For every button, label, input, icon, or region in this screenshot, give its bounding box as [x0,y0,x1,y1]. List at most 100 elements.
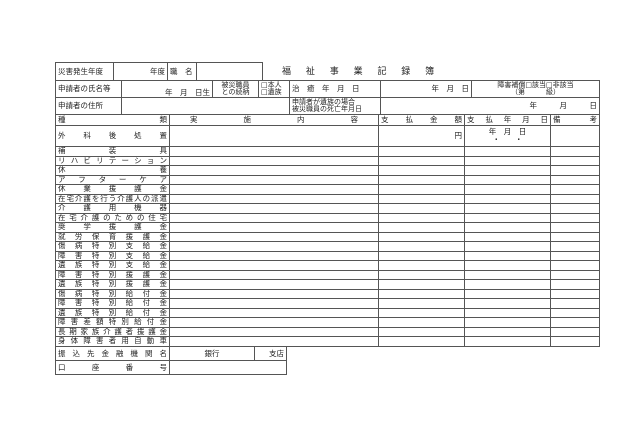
content-cell[interactable] [169,231,379,242]
job-field[interactable] [196,62,263,81]
content-cell[interactable] [169,146,379,157]
date-cell[interactable] [464,203,551,214]
table-row: 在宅介護を行う介護人の派遣 [55,193,600,204]
bank-field[interactable]: 銀行 [169,346,255,361]
cure-date-field[interactable]: 年 月 日 [380,80,472,98]
date-cell[interactable] [464,298,551,309]
notes-cell[interactable] [550,125,600,147]
content-cell[interactable] [169,203,379,214]
notes-cell[interactable] [550,174,600,185]
address-field[interactable] [121,97,290,115]
date-cell[interactable] [464,165,551,176]
content-cell[interactable] [169,307,379,318]
notes-cell[interactable] [550,326,600,337]
content-cell[interactable] [169,222,379,233]
amount-cell[interactable] [378,222,465,233]
notes-cell[interactable] [550,336,600,347]
notes-cell[interactable] [550,212,600,223]
content-cell[interactable] [169,317,379,328]
amount-cell[interactable] [378,250,465,261]
amount-cell[interactable] [378,231,465,242]
amount-cell[interactable] [378,174,465,185]
notes-cell[interactable] [550,165,600,176]
date-cell[interactable] [464,317,551,328]
family-checkbox[interactable]: □遺族 [261,88,282,96]
content-cell[interactable] [169,174,379,185]
date-cell[interactable] [464,222,551,233]
content-cell[interactable] [169,279,379,290]
date-cell[interactable] [464,241,551,252]
date-cell[interactable] [464,260,551,271]
date-cell[interactable] [464,269,551,280]
date-cell[interactable] [464,212,551,223]
content-cell[interactable] [169,326,379,337]
death-date-field[interactable]: 年 月 日 [380,97,600,115]
branch-field[interactable]: 支店 [254,346,287,361]
notes-cell[interactable] [550,260,600,271]
date-cell[interactable] [464,250,551,261]
notes-cell[interactable] [550,317,600,328]
amount-cell[interactable] [378,155,465,166]
notes-cell[interactable] [550,155,600,166]
notes-cell[interactable] [550,288,600,299]
date-cell[interactable] [464,279,551,290]
notes-cell[interactable] [550,250,600,261]
date-cell[interactable] [464,146,551,157]
birth-field[interactable]: 年 月 日生 [121,80,213,98]
amount-cell[interactable] [378,317,465,328]
content-cell[interactable] [169,260,379,271]
content-cell[interactable] [169,125,379,147]
account-field[interactable] [169,360,287,375]
amount-cell[interactable] [378,203,465,214]
content-cell[interactable] [169,250,379,261]
content-cell[interactable] [169,184,379,195]
disaster-year-field[interactable]: 年度 [113,62,168,81]
content-cell[interactable] [169,212,379,223]
content-cell[interactable] [169,288,379,299]
amount-cell[interactable] [378,193,465,204]
notes-cell[interactable] [550,222,600,233]
notes-cell[interactable] [550,203,600,214]
amount-cell[interactable] [378,279,465,290]
notes-cell[interactable] [550,241,600,252]
content-cell[interactable] [169,155,379,166]
date-cell[interactable] [464,336,551,347]
amount-cell[interactable] [378,326,465,337]
notes-cell[interactable] [550,184,600,195]
amount-cell[interactable] [378,298,465,309]
amount-cell[interactable] [378,336,465,347]
amount-cell[interactable] [378,260,465,271]
date-cell[interactable] [464,307,551,318]
content-cell[interactable] [169,241,379,252]
content-cell[interactable] [169,165,379,176]
content-cell[interactable] [169,298,379,309]
amount-cell[interactable] [378,146,465,157]
amount-cell[interactable] [378,269,465,280]
amount-cell[interactable] [378,165,465,176]
amount-cell[interactable]: 円 [378,125,465,147]
amount-cell[interactable] [378,288,465,299]
notes-cell[interactable] [550,269,600,280]
date-cell[interactable] [464,231,551,242]
date-cell[interactable] [464,326,551,337]
content-cell[interactable] [169,336,379,347]
amount-cell[interactable] [378,307,465,318]
date-cell[interactable]: 年 月 日・ ・ [464,125,551,147]
content-cell[interactable] [169,193,379,204]
amount-cell[interactable] [378,212,465,223]
notes-cell[interactable] [550,193,600,204]
date-cell[interactable] [464,174,551,185]
date-cell[interactable] [464,288,551,299]
date-cell[interactable] [464,155,551,166]
notes-cell[interactable] [550,146,600,157]
date-cell[interactable] [464,184,551,195]
amount-cell[interactable] [378,241,465,252]
content-cell[interactable] [169,269,379,280]
self-checkbox[interactable]: □本人 [261,80,282,89]
notes-cell[interactable] [550,231,600,242]
notes-cell[interactable] [550,279,600,290]
date-cell[interactable] [464,193,551,204]
amount-cell[interactable] [378,184,465,195]
notes-cell[interactable] [550,298,600,309]
notes-cell[interactable] [550,307,600,318]
